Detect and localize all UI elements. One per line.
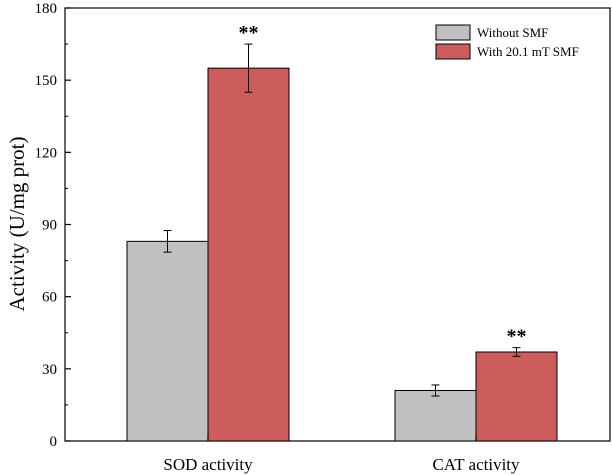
legend-swatch-without-smf xyxy=(435,24,471,41)
y-tick-label: 30 xyxy=(42,362,57,378)
bar xyxy=(126,240,209,442)
y-tick-label: 150 xyxy=(35,73,58,89)
y-tick-label: 180 xyxy=(35,1,58,17)
legend: Without SMF With 20.1 mT SMF xyxy=(435,24,579,60)
bar xyxy=(394,389,477,442)
y-axis: 0 30 60 90 120 150 180 xyxy=(35,1,71,450)
bar xyxy=(207,67,290,442)
significance-marker: ** xyxy=(239,22,259,44)
y-tick-label: 90 xyxy=(42,218,57,234)
significance-marker: ** xyxy=(507,326,527,348)
x-tick-label: CAT activity xyxy=(432,455,520,474)
significance-group: ** ** xyxy=(239,22,527,348)
error-bars-group xyxy=(163,43,521,397)
y-tick-label: 120 xyxy=(35,145,58,161)
bars-group xyxy=(126,67,558,442)
legend-label-with-smf: With 20.1 mT SMF xyxy=(477,44,579,59)
y-tick-label: 0 xyxy=(50,434,58,450)
bar xyxy=(475,351,558,442)
y-tick-label: 60 xyxy=(42,290,57,306)
x-axis: SOD activity CAT activity xyxy=(163,435,520,474)
y-axis-title: Activity (U/mg prot) xyxy=(5,137,29,312)
legend-swatch-with-smf xyxy=(435,43,471,60)
x-tick-label: SOD activity xyxy=(163,455,253,474)
legend-label-without-smf: Without SMF xyxy=(477,25,548,40)
